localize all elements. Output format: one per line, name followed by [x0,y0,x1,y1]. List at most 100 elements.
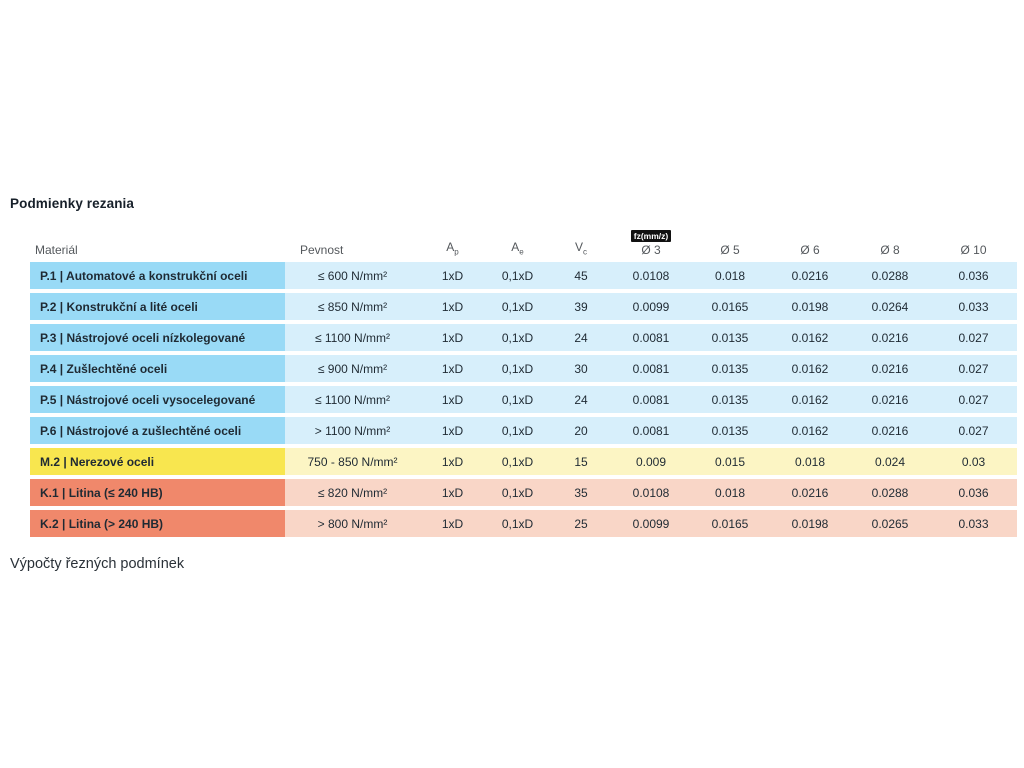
fz-d3-cell: 0.0081 [612,417,690,444]
fz-d6-cell: 0.0162 [770,386,850,413]
ae-cell: 0,1xD [485,510,550,537]
fz-d3-cell: 0.0081 [612,355,690,382]
ap-cell: 1xD [420,510,485,537]
pevnost-cell: ≤ 820 N/mm² [285,479,420,506]
fz-d6-cell: 0.0198 [770,293,850,320]
ae-cell: 0,1xD [485,262,550,289]
column-header-d6: Ø 6 [800,243,820,257]
column-header-d3: fz(mm/z) Ø 3 [612,222,690,258]
ae-cell: 0,1xD [485,324,550,351]
table-row: P.1 | Automatové a konstrukční oceli ≤ 60… [30,262,1017,289]
section-footer-text: Výpočty řezných podmínek [10,556,185,572]
ap-cell: 1xD [420,262,485,289]
fz-d8-cell: 0.0216 [850,386,930,413]
fz-d3-cell: 0.0108 [612,262,690,289]
column-header-pevnost: Pevnost [300,243,344,257]
vc-cell: 24 [550,324,612,351]
fz-d10-cell: 0.027 [930,386,1017,413]
pevnost-cell: ≤ 600 N/mm² [285,262,420,289]
ap-cell: 1xD [420,355,485,382]
fz-d6-cell: 0.0216 [770,262,850,289]
fz-d10-cell: 0.027 [930,417,1017,444]
ae-cell: 0,1xD [485,293,550,320]
table-row: P.3 | Nástrojové oceli nízkolegované ≤ 11… [30,324,1017,351]
table-row: M.2 | Nerezové oceli 750 - 850 N/mm² 1xD 0,… [30,448,1017,475]
fz-d6-cell: 0.0162 [770,417,850,444]
ap-cell: 1xD [420,417,485,444]
fz-d6-cell: 0.0216 [770,479,850,506]
fz-d5-cell: 0.0135 [690,355,770,382]
pevnost-cell: ≤ 850 N/mm² [285,293,420,320]
fz-d10-cell: 0.033 [930,293,1017,320]
fz-d5-cell: 0.0135 [690,386,770,413]
material-cell: P.5 | Nástrojové oceli vysocelegované [30,386,285,413]
fz-d3-cell: 0.0081 [612,386,690,413]
pevnost-cell: 750 - 850 N/mm² [285,448,420,475]
material-cell: P.6 | Nástrojové a zušlechtěné oceli [30,417,285,444]
fz-d3-cell: 0.0081 [612,324,690,351]
fz-d3-cell: 0.0108 [612,479,690,506]
column-header-d8: Ø 8 [880,243,900,257]
vc-cell: 39 [550,293,612,320]
pevnost-cell: > 800 N/mm² [285,510,420,537]
fz-unit-badge: fz(mm/z) [630,229,672,242]
material-cell: M.2 | Nerezové oceli [30,448,285,475]
fz-d6-cell: 0.0162 [770,355,850,382]
column-header-d5: Ø 5 [720,243,740,257]
fz-d8-cell: 0.0264 [850,293,930,320]
material-cell: K.1 | Litina (≤ 240 HB) [30,479,285,506]
fz-d8-cell: 0.0265 [850,510,930,537]
column-header-vc: Vc [574,239,587,256]
table-header-row: Materiál Pevnost Ap Ae Vc fz(mm/z) Ø 3 Ø… [30,222,1017,258]
fz-d8-cell: 0.0288 [850,479,930,506]
column-header-material: Materiál [35,243,78,257]
vc-cell: 25 [550,510,612,537]
fz-d10-cell: 0.027 [930,324,1017,351]
ae-cell: 0,1xD [485,417,550,444]
fz-d5-cell: 0.0135 [690,324,770,351]
column-header-d10: Ø 10 [960,243,987,257]
fz-d8-cell: 0.0288 [850,262,930,289]
pevnost-cell: > 1100 N/mm² [285,417,420,444]
vc-cell: 45 [550,262,612,289]
table-body: P.1 | Automatové a konstrukční oceli ≤ 60… [30,262,1017,537]
table-row: K.2 | Litina (> 240 HB) > 800 N/mm² 1xD 0,1… [30,510,1017,537]
ap-cell: 1xD [420,479,485,506]
ae-cell: 0,1xD [485,479,550,506]
fz-d8-cell: 0.0216 [850,417,930,444]
fz-d10-cell: 0.036 [930,262,1017,289]
pevnost-cell: ≤ 1100 N/mm² [285,386,420,413]
fz-d5-cell: 0.0165 [690,510,770,537]
fz-d10-cell: 0.03 [930,448,1017,475]
page-title: Podmienky rezania [10,196,134,211]
fz-d8-cell: 0.0216 [850,355,930,382]
ap-cell: 1xD [420,386,485,413]
fz-d8-cell: 0.024 [850,448,930,475]
cutting-conditions-table: Materiál Pevnost Ap Ae Vc fz(mm/z) Ø 3 Ø… [30,222,1017,541]
ae-cell: 0,1xD [485,448,550,475]
material-cell: K.2 | Litina (> 240 HB) [30,510,285,537]
fz-d10-cell: 0.027 [930,355,1017,382]
material-cell: P.2 | Konstrukční a lité oceli [30,293,285,320]
fz-d6-cell: 0.0198 [770,510,850,537]
fz-d8-cell: 0.0216 [850,324,930,351]
ae-cell: 0,1xD [485,355,550,382]
pevnost-cell: ≤ 900 N/mm² [285,355,420,382]
ap-cell: 1xD [420,293,485,320]
fz-d5-cell: 0.0135 [690,417,770,444]
table-row: P.6 | Nástrojové a zušlechtěné oceli > 11… [30,417,1017,444]
pevnost-cell: ≤ 1100 N/mm² [285,324,420,351]
material-cell: P.1 | Automatové a konstrukční oceli [30,262,285,289]
fz-d6-cell: 0.018 [770,448,850,475]
table-row: K.1 | Litina (≤ 240 HB) ≤ 820 N/mm² 1xD 0,1… [30,479,1017,506]
fz-d3-cell: 0.0099 [612,293,690,320]
vc-cell: 15 [550,448,612,475]
material-cell: P.4 | Zušlechtěné oceli [30,355,285,382]
fz-d5-cell: 0.015 [690,448,770,475]
table-row: P.4 | Zušlechtěné oceli ≤ 900 N/mm² 1xD 0,1… [30,355,1017,382]
vc-cell: 35 [550,479,612,506]
fz-d3-cell: 0.009 [612,448,690,475]
vc-cell: 20 [550,417,612,444]
table-row: P.5 | Nástrojové oceli vysocelegované ≤ 1… [30,386,1017,413]
